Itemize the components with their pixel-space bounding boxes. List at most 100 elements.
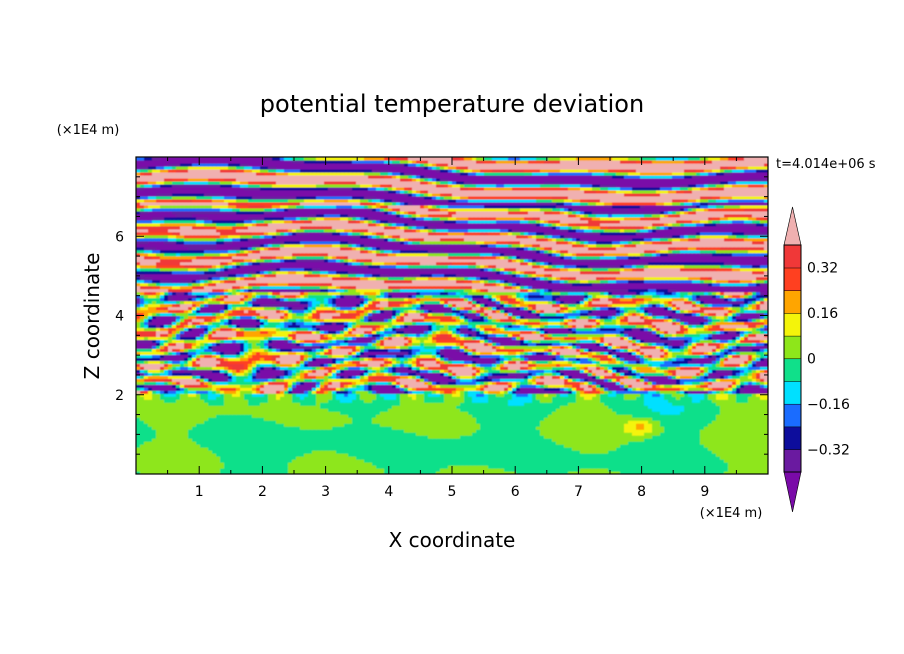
field-cell [156,441,161,445]
field-cell [228,429,233,433]
field-cell [588,414,593,418]
field-cell [232,426,237,430]
field-cell [264,441,269,445]
field-cell [448,417,453,421]
field-cell [512,411,517,415]
field-cell [240,438,245,442]
field-cell [620,438,625,442]
field-cell [216,417,221,421]
field-cell [408,435,413,439]
field-cell [552,426,557,430]
field-cell [316,408,321,412]
field-cell [328,462,333,466]
field-cell [324,423,329,427]
field-cell [716,411,721,415]
field-cell [212,429,217,433]
field-cell [464,444,469,448]
field-cell [672,417,677,421]
field-cell [764,468,768,472]
field-cell [488,417,493,421]
field-cell [496,429,501,433]
field-cell [224,450,229,454]
field-cell [692,429,697,433]
field-cell [592,453,597,457]
field-cell [136,438,141,442]
field-cell [452,432,457,436]
field-cell [496,465,501,469]
field-cell [480,471,485,474]
field-cell [256,435,261,439]
field-cell [584,408,589,412]
field-cell [516,417,521,421]
field-cell [540,441,545,445]
field-cell [592,411,597,415]
field-cell [756,468,761,472]
field-cell [648,411,653,415]
field-cell [436,432,441,436]
field-cell [596,420,601,424]
field-cell [708,456,713,460]
field-cell [328,408,333,412]
field-cell [580,417,585,421]
field-cell [568,453,573,457]
field-cell [256,411,261,415]
field-cell [600,450,605,454]
field-cell [736,408,741,412]
field-cell [444,456,449,460]
field-cell [248,411,253,415]
field-cell [320,411,325,415]
field-cell [548,426,553,430]
field-cell [392,468,397,472]
field-cell [384,435,389,439]
field-cell [344,426,349,430]
field-cell [444,444,449,448]
field-cell [240,408,245,412]
field-cell [364,450,369,454]
field-cell [432,408,437,412]
field-cell [248,456,253,460]
field-cell [144,462,149,466]
field-cell [648,438,653,442]
field-cell [752,462,757,466]
field-cell [640,420,645,424]
field-cell [376,471,381,474]
field-cell [308,420,313,424]
field-cell [348,420,353,424]
field-cell [320,471,325,474]
field-cell [332,408,337,412]
field-cell [460,459,465,463]
field-cell [568,450,573,454]
field-cell [584,423,589,427]
field-cell [584,456,589,460]
field-cell [416,405,421,409]
field-cell [456,447,461,451]
field-cell [208,417,213,421]
field-cell [296,441,301,445]
field-cell [208,465,213,469]
field-cell [448,414,453,418]
field-cell [580,432,585,436]
field-cell [476,423,481,427]
field-cell [576,438,581,442]
field-cell [532,426,537,430]
field-cell [760,420,765,424]
field-cell [184,462,189,466]
field-cell [284,438,289,442]
field-cell [232,447,237,451]
field-cell [424,450,429,454]
field-cell [244,459,249,463]
field-cell [468,408,473,412]
field-cell [260,462,265,466]
field-cell [384,429,389,433]
field-cell [576,441,581,445]
field-cell [244,456,249,460]
field-cell [656,408,661,412]
field-cell [168,459,173,463]
field-cell [412,432,417,436]
field-cell [172,426,177,430]
field-cell [172,465,177,469]
field-cell [420,429,425,433]
field-cell [612,441,617,445]
field-cell [532,441,537,445]
